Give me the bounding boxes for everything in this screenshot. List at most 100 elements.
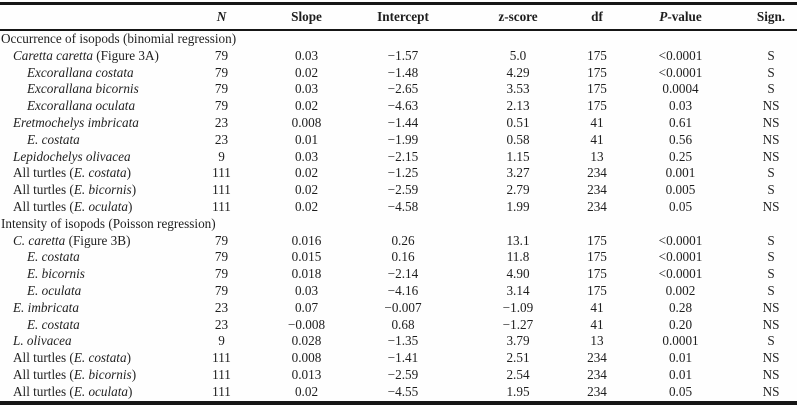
species-name: E. costata — [73, 350, 127, 366]
table-row: Caretta caretta (Figure 3A) 79 0.03 −1.57 5.… — [0, 48, 797, 65]
cell-z-score: 13.1 — [506, 232, 530, 248]
section-row: Occurrence of isopods (binomial regressi… — [0, 30, 797, 48]
row-label: E. imbricata — [0, 300, 178, 317]
cell-slope: 0.018 — [291, 266, 322, 282]
species-name: E. oculata — [73, 383, 129, 399]
cell-n: 79 — [214, 266, 229, 282]
row-label: All turtles (E. oculata) — [0, 199, 178, 216]
cell-sign: S — [767, 182, 775, 198]
row-label: All turtles (E. costata) — [0, 350, 178, 367]
table-row: Eretmochelys imbricata 23 0.008 −1.44 0.51 41… — [0, 115, 797, 132]
row-label: L. olivacea — [0, 333, 178, 350]
table-row: E. costata 79 0.015 0.16 11.8 175 <0.0001 S — [0, 249, 797, 266]
cell-sign: NS — [762, 98, 780, 114]
cell-intercept: 0.16 — [391, 249, 415, 265]
cell-z-score: 4.90 — [506, 266, 530, 282]
species-name: E. costata — [27, 249, 80, 265]
cell-n: 23 — [214, 316, 229, 332]
cell-slope: 0.02 — [294, 98, 319, 114]
cell-p-value: 0.03 — [668, 98, 693, 114]
label-text: (Figure 3B) — [65, 232, 131, 248]
cell-sign: NS — [762, 366, 780, 382]
cell-df: 175 — [587, 266, 607, 282]
table-row: E. costata 23 0.01 −1.99 0.58 41 0.56 NS — [0, 132, 797, 149]
cell-intercept: −1.57 — [387, 47, 419, 63]
species-name: E. bicornis — [73, 366, 132, 382]
cell-n: 79 — [214, 64, 229, 80]
cell-n: 79 — [214, 232, 229, 248]
table-row: All turtles (E. bicornis) 111 0.02 −2.59 2.7… — [0, 182, 797, 199]
cell-n: 23 — [214, 114, 229, 130]
cell-intercept: −2.65 — [387, 81, 419, 97]
row-label: All turtles (E. oculata) — [0, 384, 178, 403]
column-header-z-score: z-score — [458, 3, 578, 31]
column-header-sign: Sign. — [745, 3, 797, 31]
table-row: C. caretta (Figure 3B) 79 0.016 0.26 13.1 175… — [0, 233, 797, 250]
table-row: Excorallana bicornis 79 0.03 −2.65 3.53 175 0.… — [0, 81, 797, 98]
cell-z-score: 1.95 — [506, 383, 530, 399]
cell-n: 79 — [214, 47, 229, 63]
row-label: E. costata — [0, 132, 178, 149]
cell-p-value: <0.0001 — [658, 249, 703, 265]
cell-n: 111 — [212, 165, 231, 181]
species-name: L. olivacea — [13, 333, 72, 349]
species-name: Lepidochelys olivacea — [13, 148, 131, 164]
cell-df: 234 — [587, 182, 607, 198]
species-name: E. bicornis — [73, 182, 132, 198]
column-header-label — [0, 3, 178, 31]
cell-intercept: −2.59 — [387, 366, 419, 382]
header-text: Intercept — [377, 9, 429, 24]
species-name: E. imbricata — [13, 299, 79, 315]
cell-sign: S — [767, 47, 775, 63]
species-name: C. caretta — [13, 232, 66, 248]
cell-z-score: 2.13 — [506, 98, 530, 114]
cell-df: 13 — [590, 148, 604, 164]
cell-slope: 0.03 — [294, 47, 319, 63]
column-header-slope: Slope — [265, 3, 348, 31]
label-text: ) — [131, 182, 137, 198]
cell-sign: NS — [762, 383, 780, 399]
header-text-italic: N — [216, 9, 227, 24]
cell-n: 111 — [212, 182, 231, 198]
cell-p-value: 0.28 — [668, 299, 693, 315]
cell-slope: 0.02 — [294, 198, 319, 214]
cell-df: 234 — [587, 366, 607, 382]
cell-p-value: 0.01 — [668, 366, 693, 382]
cell-df: 13 — [590, 333, 604, 349]
cell-z-score: 3.79 — [506, 333, 530, 349]
cell-p-value: 0.61 — [668, 114, 693, 130]
cell-n: 79 — [214, 282, 229, 298]
header-text-italic: P — [659, 9, 668, 24]
cell-z-score: −1.27 — [502, 316, 534, 332]
cell-sign: NS — [762, 198, 780, 214]
label-text: All turtles ( — [13, 366, 74, 382]
cell-sign: NS — [762, 114, 780, 130]
table-row: All turtles (E. oculata) 111 0.02 −4.58 1.99… — [0, 199, 797, 216]
cell-p-value: 0.05 — [668, 198, 693, 214]
table-header: N Slope Intercept z-score df P-value Sign. — [0, 3, 797, 31]
cell-intercept: −4.55 — [387, 383, 419, 399]
cell-p-value: 0.56 — [668, 131, 693, 147]
cell-sign: S — [767, 232, 775, 248]
cell-n: 111 — [212, 350, 231, 366]
cell-df: 234 — [587, 165, 607, 181]
cell-slope: 0.01 — [294, 131, 319, 147]
species-name: Excorallana oculata — [27, 98, 136, 114]
row-label: E. bicornis — [0, 266, 178, 283]
cell-n: 23 — [214, 131, 229, 147]
cell-df: 234 — [587, 350, 607, 366]
species-name: E. costata — [73, 165, 127, 181]
cell-sign: S — [767, 81, 775, 97]
table-row: All turtles (E. bicornis) 111 0.013 −2.59 2.… — [0, 367, 797, 384]
row-label: All turtles (E. costata) — [0, 165, 178, 182]
cell-z-score: 2.79 — [506, 182, 530, 198]
cell-slope: 0.03 — [294, 81, 319, 97]
table-row: Excorallana costata 79 0.02 −1.48 4.29 175 <0.… — [0, 65, 797, 82]
cell-sign: S — [767, 64, 775, 80]
cell-df: 175 — [587, 98, 607, 114]
label-text: ) — [126, 165, 131, 181]
table-row: E. oculata 79 0.03 −4.16 3.14 175 0.002 S — [0, 283, 797, 300]
cell-n: 23 — [214, 299, 229, 315]
cell-p-value: <0.0001 — [658, 266, 703, 282]
table-row: All turtles (E. oculata) 111 0.02 −4.55 1.95… — [0, 384, 797, 403]
